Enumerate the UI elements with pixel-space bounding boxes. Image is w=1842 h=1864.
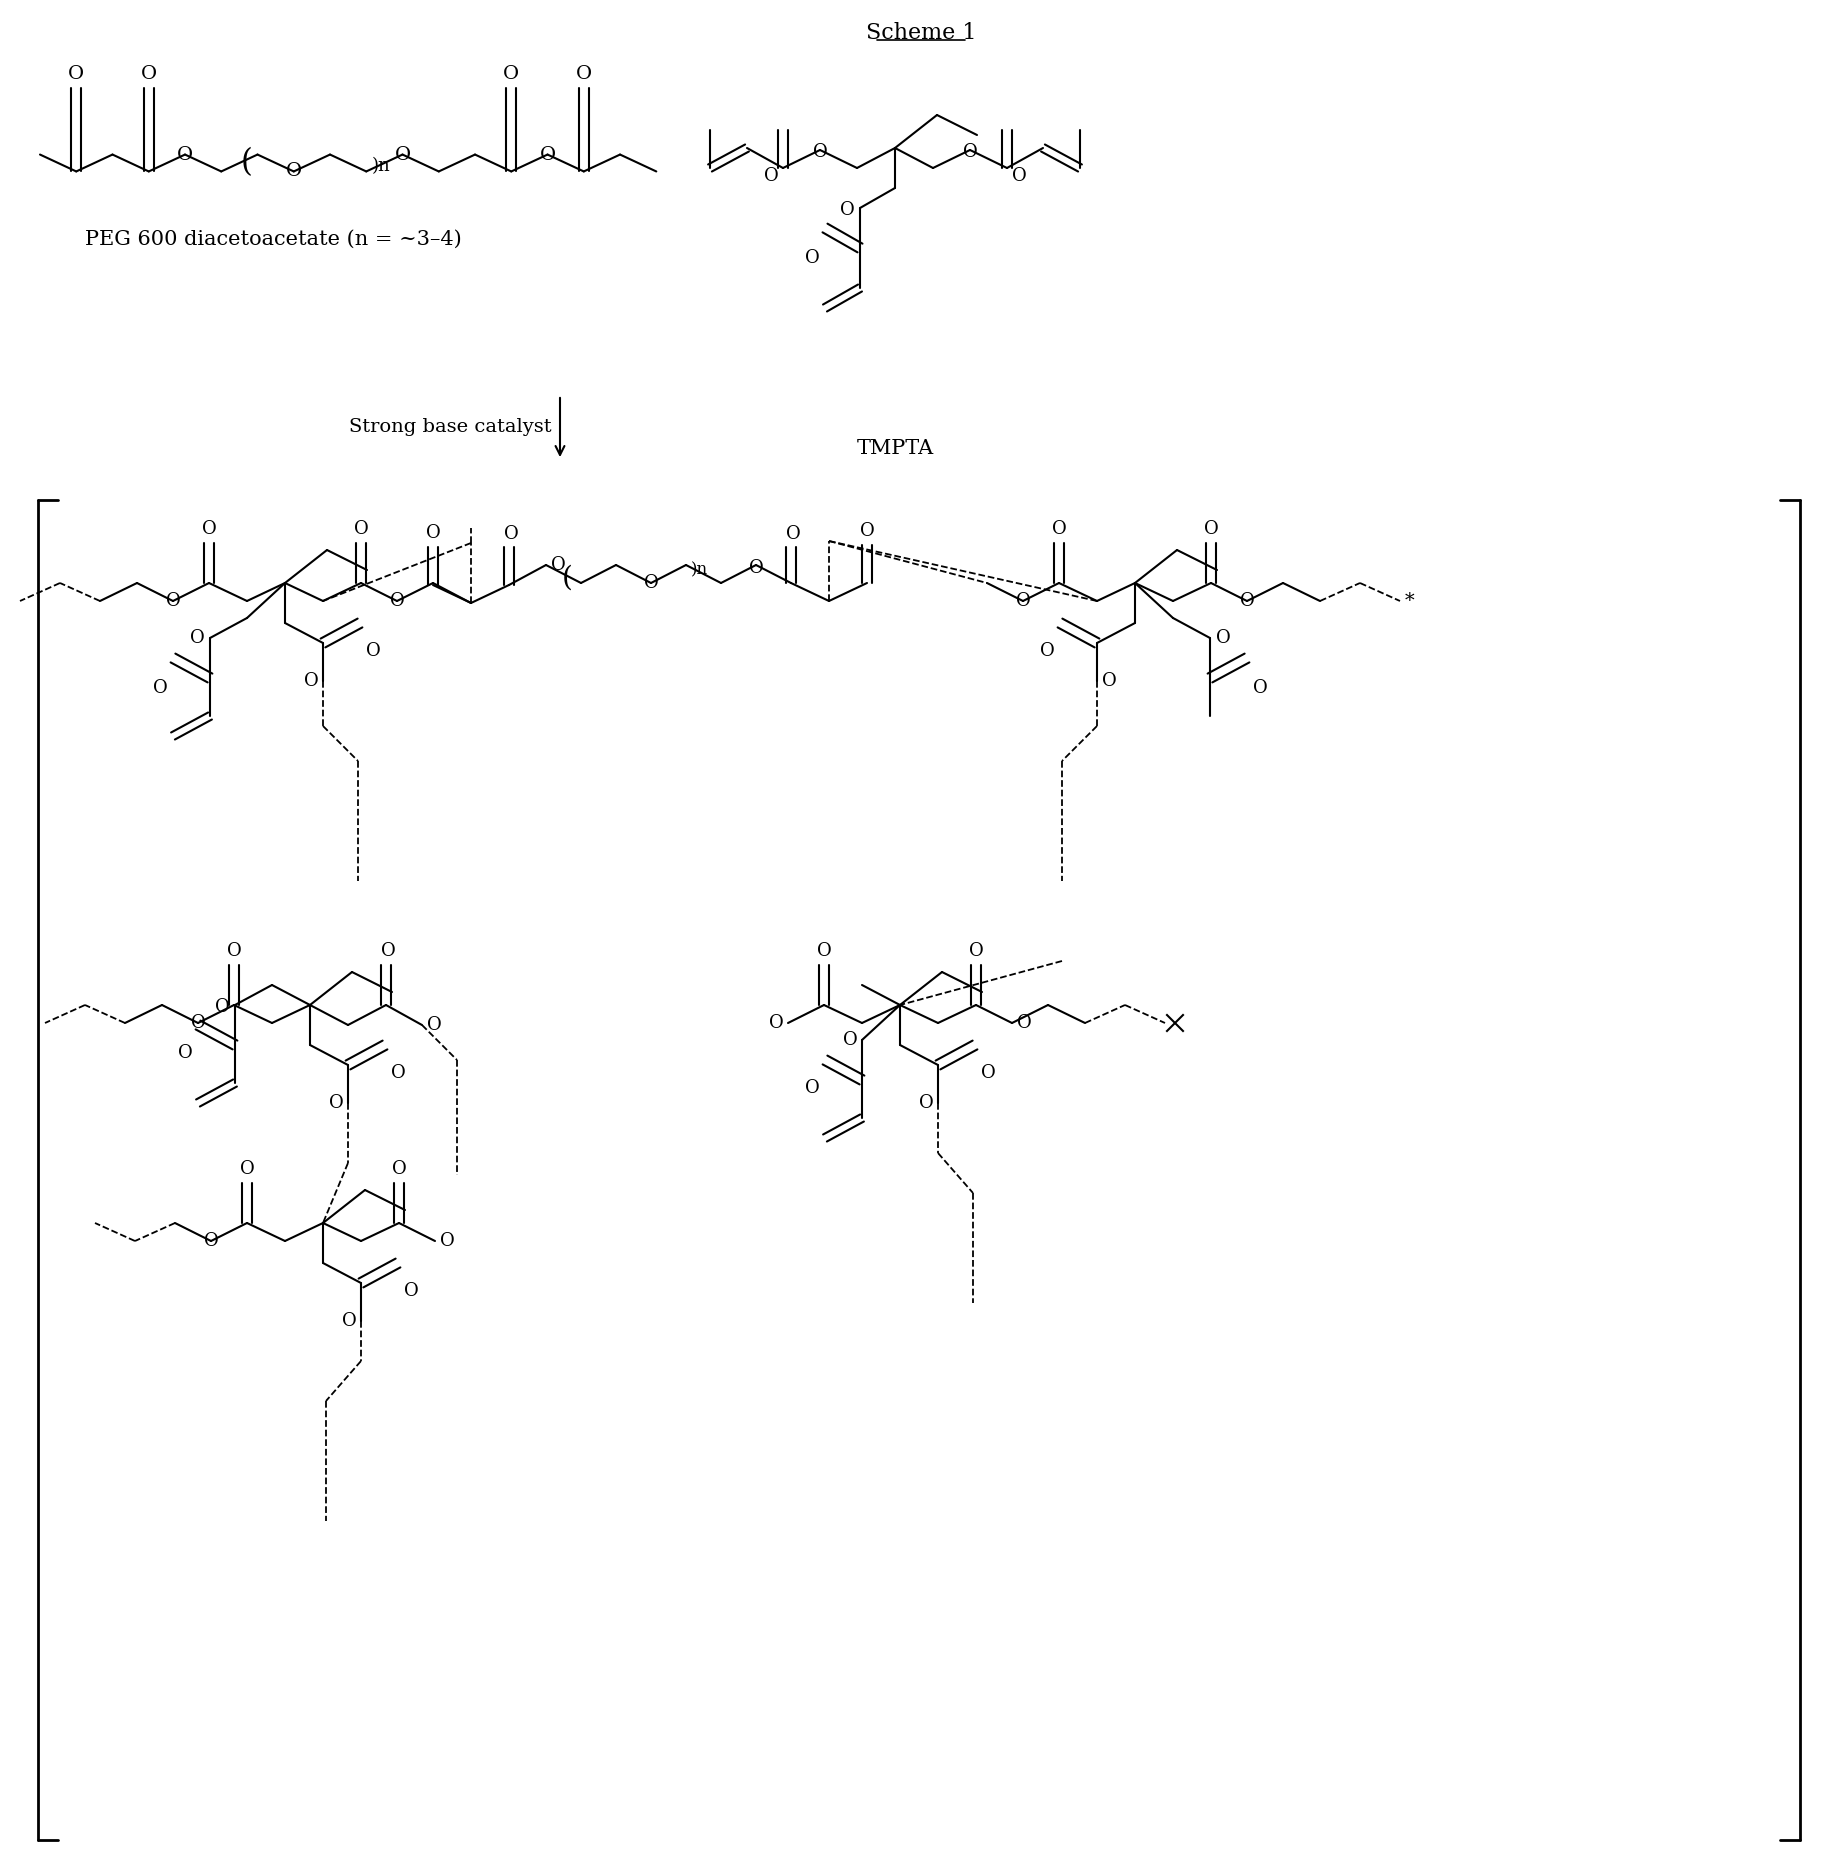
Text: O: O xyxy=(227,941,241,960)
Text: O: O xyxy=(1039,641,1054,660)
Text: O: O xyxy=(403,1282,418,1299)
Text: O: O xyxy=(153,678,168,697)
Text: O: O xyxy=(980,1064,995,1081)
Text: O: O xyxy=(204,1232,219,1251)
Text: O: O xyxy=(140,65,157,84)
Text: O: O xyxy=(812,144,827,160)
Text: O: O xyxy=(392,1159,407,1178)
Text: O: O xyxy=(354,520,368,539)
Text: O: O xyxy=(860,522,875,541)
Text: O: O xyxy=(365,641,381,660)
Text: O: O xyxy=(391,593,405,610)
Text: O: O xyxy=(787,526,801,542)
Text: O: O xyxy=(840,201,855,218)
Text: O: O xyxy=(166,593,181,610)
Text: O: O xyxy=(503,65,519,84)
Text: O: O xyxy=(1240,593,1254,610)
Text: O: O xyxy=(551,555,565,574)
Text: Scheme 1: Scheme 1 xyxy=(866,22,976,45)
Text: O: O xyxy=(969,941,984,960)
Text: )n: )n xyxy=(372,157,391,175)
Text: O: O xyxy=(427,1016,442,1035)
Text: O: O xyxy=(391,1064,405,1081)
Text: O: O xyxy=(540,145,556,164)
Text: O: O xyxy=(1011,168,1026,185)
Text: O: O xyxy=(201,520,216,539)
Text: O: O xyxy=(842,1031,857,1049)
Text: O: O xyxy=(440,1232,455,1251)
Text: PEG 600 diacetoacetate (n = ~3–4): PEG 600 diacetoacetate (n = ~3–4) xyxy=(85,229,462,250)
Text: O: O xyxy=(426,524,440,542)
Text: )n: )n xyxy=(691,561,707,578)
Text: O: O xyxy=(1203,520,1218,539)
Text: O: O xyxy=(764,168,779,185)
Text: TMPTA: TMPTA xyxy=(857,438,934,457)
Text: O: O xyxy=(190,1014,204,1033)
Text: O: O xyxy=(328,1094,343,1113)
Text: O: O xyxy=(1216,628,1230,647)
Text: O: O xyxy=(577,65,591,84)
Text: O: O xyxy=(177,145,193,164)
Text: Strong base catalyst: Strong base catalyst xyxy=(350,418,553,436)
Text: (: ( xyxy=(241,147,252,179)
Text: *: * xyxy=(1405,593,1415,610)
Text: O: O xyxy=(963,144,978,160)
Text: O: O xyxy=(239,1159,254,1178)
Text: O: O xyxy=(394,145,411,164)
Text: O: O xyxy=(68,65,85,84)
Text: O: O xyxy=(768,1014,783,1033)
Text: O: O xyxy=(1052,520,1067,539)
Text: O: O xyxy=(748,559,763,578)
Text: O: O xyxy=(1015,593,1030,610)
Text: O: O xyxy=(190,628,204,647)
Text: O: O xyxy=(177,1044,192,1062)
Text: O: O xyxy=(1253,678,1267,697)
Text: O: O xyxy=(1102,673,1116,690)
Text: O: O xyxy=(503,526,518,542)
Text: O: O xyxy=(919,1094,934,1113)
Text: O: O xyxy=(381,941,396,960)
Text: (: ( xyxy=(562,565,573,591)
Text: O: O xyxy=(805,250,820,267)
Text: O: O xyxy=(216,997,230,1016)
Text: O: O xyxy=(1017,1014,1032,1033)
Text: O: O xyxy=(341,1312,356,1331)
Text: O: O xyxy=(643,574,658,593)
Text: O: O xyxy=(816,941,831,960)
Text: O: O xyxy=(805,1079,820,1098)
Text: O: O xyxy=(304,673,319,690)
Text: O: O xyxy=(286,162,302,181)
